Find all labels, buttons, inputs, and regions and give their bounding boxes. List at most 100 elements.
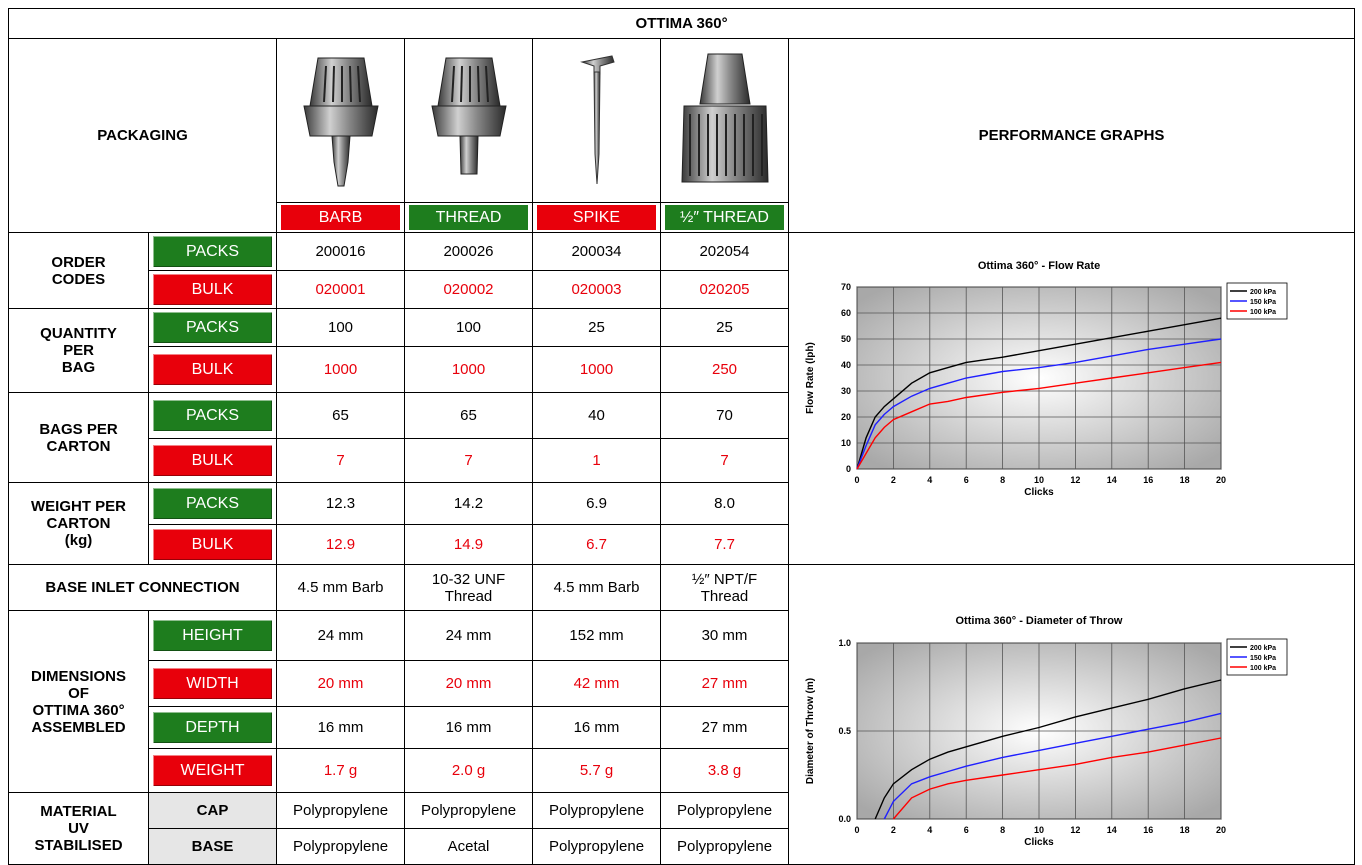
value-cell: Polypropylene — [276, 792, 405, 829]
value-cell: 200026 — [404, 232, 533, 271]
kind-badge: BULK — [153, 529, 272, 560]
y-tick-label: 10 — [841, 438, 851, 448]
x-tick-label: 0 — [854, 475, 859, 485]
rib — [459, 65, 463, 102]
value-cell: 020205 — [660, 270, 789, 309]
x-tick-label: 16 — [1143, 825, 1153, 835]
x-tick-label: 20 — [1216, 825, 1226, 835]
inlet — [330, 135, 351, 186]
y-tick-label: 40 — [841, 360, 851, 370]
x-tick-label: 12 — [1070, 825, 1080, 835]
spec-sheet: OTTIMA 360° PACKAGING PERFORMANCE GRAPHS BA… — [7, 8, 1356, 865]
x-tick-label: 4 — [927, 475, 932, 485]
value-cell: 27 mm — [660, 706, 789, 749]
rib — [348, 65, 352, 102]
value-cell: 30 mm — [660, 610, 789, 661]
product-image — [430, 57, 507, 174]
value-cell: 16 mm — [404, 706, 533, 749]
chart-title: Ottima 360° - Flow Rate — [978, 260, 1100, 272]
x-tick-label: 10 — [1034, 475, 1044, 485]
value-cell: 27 mm — [660, 660, 789, 707]
y-tick-label: 50 — [841, 334, 851, 344]
value-cell: 200034 — [532, 232, 661, 271]
x-axis-label: Clicks — [1024, 837, 1054, 848]
kind-badge: BULK — [153, 354, 272, 385]
y-axis-label: Diameter of Throw (m) — [805, 677, 816, 783]
product-label: ½″ THREAD — [665, 205, 784, 230]
kind-cell: DEPTH — [148, 706, 277, 749]
y-tick-label: 1.0 — [838, 638, 851, 648]
table-row: WEIGHT 1.7 g 2.0 g 5.7 g 3.8 g — [9, 748, 1355, 793]
group-label: WEIGHT PER CARTON (kg) — [8, 482, 149, 565]
chart-cell: Ottima 360° - Diameter of Throw 0.0 0.5 1.0… — [787, 564, 1356, 865]
series-line — [856, 337, 1222, 469]
value-cell: 202054 — [660, 232, 789, 271]
value-cell: 020001 — [276, 270, 405, 309]
value-cell: 65 — [404, 392, 533, 439]
value-cell: Acetal — [404, 828, 533, 865]
value-cell: 100 — [404, 308, 533, 347]
x-tick-label: 20 — [1216, 475, 1226, 485]
group-label: QUANTITY PER BAG — [8, 308, 149, 393]
product-image — [579, 54, 615, 184]
performance-graphs-header: PERFORMANCE GRAPHS — [787, 38, 1356, 233]
kind-cell: BULK — [148, 438, 277, 483]
kind-cell: PACKS — [148, 232, 277, 271]
group-label: MATERIAL UV STABILISED — [8, 792, 149, 865]
product-label: BARB — [281, 205, 400, 230]
product-image — [302, 57, 379, 186]
value-cell: 3.8 g — [660, 748, 789, 793]
x-tick-label: 6 — [964, 825, 969, 835]
value-cell: 152 mm — [532, 610, 661, 661]
x-tick-label: 18 — [1180, 475, 1190, 485]
chart-title: Ottima 360° - Diameter of Throw — [956, 615, 1123, 627]
legend-label: 150 kPa — [1250, 299, 1276, 306]
kind-badge: PACKS — [153, 236, 272, 267]
x-tick-label: 18 — [1180, 825, 1190, 835]
value-cell: 7 — [276, 438, 405, 483]
value-cell: 1.7 g — [276, 748, 405, 793]
y-tick-label: 60 — [841, 308, 851, 318]
kind-badge: WIDTH — [153, 668, 272, 699]
value-cell: Polypropylene — [660, 828, 789, 865]
kind-badge: BULK — [153, 274, 272, 305]
kind-badge: PACKS — [153, 312, 272, 343]
kind-badge: PACKS — [153, 488, 272, 519]
rib — [476, 65, 480, 102]
table-row: BULK 12.9 14.9 6.7 7.7 — [9, 524, 1355, 565]
product-label-cell: THREAD — [404, 202, 533, 233]
value-cell: 24 mm — [276, 610, 405, 661]
value-cell: 5.7 g — [532, 748, 661, 793]
value-cell: 200016 — [276, 232, 405, 271]
value-cell: 4.5 mm Barb — [532, 564, 661, 611]
chart: Ottima 360° - Flow Rate 0 10 20 30 40 50 60 70 0 2… — [805, 260, 1288, 498]
kind-cell: PACKS — [148, 482, 277, 525]
value-cell: Polypropylene — [532, 828, 661, 865]
value-cell: 12.3 — [276, 482, 405, 525]
value-cell: 65 — [276, 392, 405, 439]
value-cell: 4.5 mm Barb — [276, 564, 405, 611]
value-cell: 12.9 — [276, 524, 405, 565]
value-cell: 7.7 — [660, 524, 789, 565]
value-cell: 020002 — [404, 270, 533, 309]
rib — [331, 65, 335, 102]
y-tick-label: 0.5 — [838, 726, 851, 736]
value-cell: 16 mm — [532, 706, 661, 749]
value-cell: 8.0 — [660, 482, 789, 525]
kind-badge: PACKS — [153, 400, 272, 431]
table-row: WIDTH 20 mm 20 mm 42 mm 27 mm — [9, 660, 1355, 707]
product-label: SPIKE — [537, 205, 656, 230]
kind-badge: HEIGHT — [153, 620, 272, 651]
value-cell: 14.9 — [404, 524, 533, 565]
value-cell: Polypropylene — [660, 792, 789, 829]
table-row: PACKAGING PERFORMANCE GRAPHS — [8, 38, 1356, 233]
kind-badge: DEPTH — [153, 712, 272, 743]
x-tick-label: 8 — [1000, 475, 1005, 485]
x-tick-label: 12 — [1070, 475, 1080, 485]
value-cell: ½″ NPT/F Thread — [660, 564, 789, 611]
value-cell: 20 mm — [276, 660, 405, 707]
kind-cell: BULK — [148, 346, 277, 393]
rib — [356, 65, 361, 102]
table-row: DIMENSIONS OF OTTIMA 360° ASSEMBLED HEIGH… — [8, 610, 1355, 793]
value-cell: 24 mm — [404, 610, 533, 661]
